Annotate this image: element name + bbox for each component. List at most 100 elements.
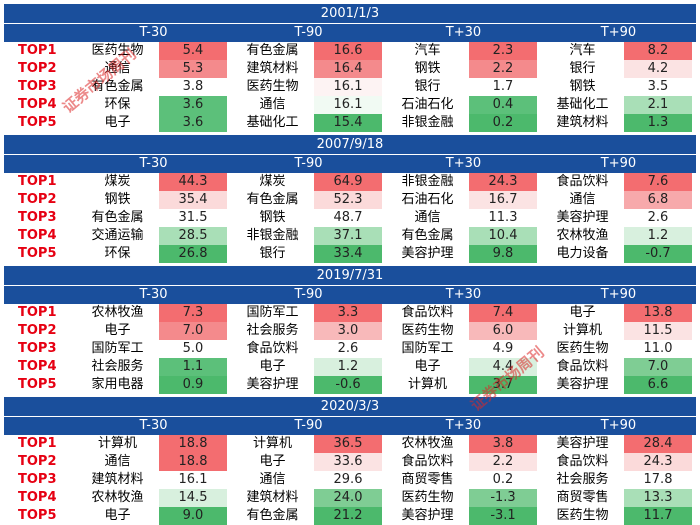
industry-name: 环保: [104, 97, 131, 112]
date-block: 2007/9/18 T-30 T-90 T+30 T+90 TOP1 煤炭 44.3 煤炭 64.…: [4, 135, 696, 263]
return-value: 5.0: [159, 340, 227, 358]
industry-name: 计算机: [407, 377, 447, 392]
cell-group: 美容护理 -0.6: [231, 376, 386, 394]
industry-name: 电子: [104, 115, 131, 130]
rank-label: TOP4: [18, 490, 57, 505]
industry-name: 电子: [569, 305, 596, 320]
column-header: T+30: [445, 156, 482, 171]
cell-group: 国防军工 4.9: [386, 340, 541, 358]
industry-name: 医药生物: [401, 323, 454, 338]
table-row: TOP1 农林牧渔 7.3 国防军工 3.3 食品饮料 7.4 电子 13.8: [4, 304, 696, 322]
return-value: 1.7: [469, 78, 537, 96]
date-block: 2019/7/31 T-30 T-90 T+30 T+90 TOP1 农林牧渔 7.3 国防军工…: [4, 266, 696, 394]
return-value: 29.6: [314, 471, 382, 489]
column-header-row: T-30 T-90 T+30 T+90: [4, 155, 696, 173]
rank-label: TOP5: [18, 377, 57, 392]
return-value: 37.1: [314, 227, 382, 245]
cell-group: 通信 29.6: [231, 471, 386, 489]
table-row: TOP4 农林牧渔 14.5 建筑材料 24.0 医药生物 -1.3 商贸零售 13.3: [4, 489, 696, 507]
table-row: TOP1 医药生物 5.4 有色金属 16.6 汽车 2.3 汽车 8.2: [4, 42, 696, 60]
industry-name: 家用电器: [91, 377, 144, 392]
column-header: T+90: [600, 287, 637, 302]
cell-group: 社会服务 3.0: [231, 322, 386, 340]
return-value: 24.3: [469, 173, 537, 191]
industry-name: 电子: [259, 359, 286, 374]
industry-name: 钢铁: [259, 210, 286, 225]
industry-name: 环保: [104, 246, 131, 261]
industry-name: 建筑材料: [91, 472, 144, 487]
industry-name: 计算机: [252, 436, 292, 451]
industry-name: 钢铁: [414, 61, 441, 76]
date-header: 2001/1/3: [4, 4, 696, 24]
cell-group: 家用电器 0.9: [76, 376, 231, 394]
cell-group: 石油石化 16.7: [386, 191, 541, 209]
return-value: 3.3: [314, 304, 382, 322]
return-value: 6.8: [624, 191, 692, 209]
rank-label: TOP5: [18, 246, 57, 261]
industry-name: 钢铁: [569, 79, 596, 94]
return-value: 24.0: [314, 489, 382, 507]
column-header: T+90: [600, 156, 637, 171]
return-value: 0.2: [469, 471, 537, 489]
return-value: 5.3: [159, 60, 227, 78]
return-value: 64.9: [314, 173, 382, 191]
return-value: 2.6: [314, 340, 382, 358]
industry-name: 国防军工: [401, 341, 454, 356]
return-value: 1.2: [624, 227, 692, 245]
column-header-row: T-30 T-90 T+30 T+90: [4, 417, 696, 435]
return-value: 16.6: [314, 42, 382, 60]
industry-name: 非银金融: [246, 228, 299, 243]
cell-group: 农林牧渔 1.2: [541, 227, 696, 245]
industry-name: 非银金融: [401, 174, 454, 189]
rank-label: TOP4: [18, 359, 57, 374]
table-row: TOP4 环保 3.6 通信 16.1 石油石化 0.4 基础化工 2.1: [4, 96, 696, 114]
return-value: 4.9: [469, 340, 537, 358]
table-row: TOP2 通信 18.8 电子 33.6 食品饮料 2.2 食品饮料 24.3: [4, 453, 696, 471]
industry-name: 有色金属: [401, 228, 454, 243]
cell-group: 食品饮料 7.0: [541, 358, 696, 376]
industry-name: 电子: [104, 508, 131, 523]
rank-label: TOP1: [18, 436, 57, 451]
cell-group: 通信 6.8: [541, 191, 696, 209]
table-row: TOP3 建筑材料 16.1 通信 29.6 商贸零售 0.2 社会服务 17.8: [4, 471, 696, 489]
header-spacer: [4, 417, 76, 435]
table-row: TOP4 社会服务 1.1 电子 1.2 电子 4.4 食品饮料 7.0: [4, 358, 696, 376]
cell-group: 电子 33.6: [231, 453, 386, 471]
industry-name: 农林牧渔: [91, 490, 144, 505]
rank-label: TOP2: [18, 61, 57, 76]
industry-name: 食品饮料: [556, 359, 609, 374]
return-value: 3.6: [159, 96, 227, 114]
return-value: 36.5: [314, 435, 382, 453]
industry-name: 银行: [414, 79, 441, 94]
cell-group: 医药生物 11.7: [541, 507, 696, 525]
cell-group: 建筑材料 16.1: [76, 471, 231, 489]
industry-name: 美容护理: [556, 436, 609, 451]
industry-name: 电子: [414, 359, 441, 374]
return-value: 17.8: [624, 471, 692, 489]
cell-group: 国防军工 5.0: [76, 340, 231, 358]
industry-name: 社会服务: [556, 472, 609, 487]
industry-name: 有色金属: [246, 508, 299, 523]
industry-name: 建筑材料: [246, 490, 299, 505]
industry-name: 非银金融: [401, 115, 454, 130]
industry-name: 煤炭: [104, 174, 131, 189]
rank-label: TOP2: [18, 192, 57, 207]
return-value: 5.4: [159, 42, 227, 60]
cell-group: 计算机 36.5: [231, 435, 386, 453]
table-row: TOP5 环保 26.8 银行 33.4 美容护理 9.8 电力设备 -0.7: [4, 245, 696, 263]
industry-name: 食品饮料: [556, 174, 609, 189]
industry-name: 基础化工: [246, 115, 299, 130]
industry-name: 银行: [259, 246, 286, 261]
cell-group: 农林牧渔 14.5: [76, 489, 231, 507]
cell-group: 有色金属 52.3: [231, 191, 386, 209]
return-value: 16.1: [314, 96, 382, 114]
return-value: 18.8: [159, 435, 227, 453]
cell-group: 银行 33.4: [231, 245, 386, 263]
cell-group: 通信 18.8: [76, 453, 231, 471]
cell-group: 电子 3.6: [76, 114, 231, 132]
rank-label: TOP4: [18, 228, 57, 243]
return-value: 3.6: [159, 114, 227, 132]
column-header: T-30: [139, 287, 168, 302]
industry-name: 食品饮料: [401, 305, 454, 320]
return-value: 2.2: [469, 60, 537, 78]
